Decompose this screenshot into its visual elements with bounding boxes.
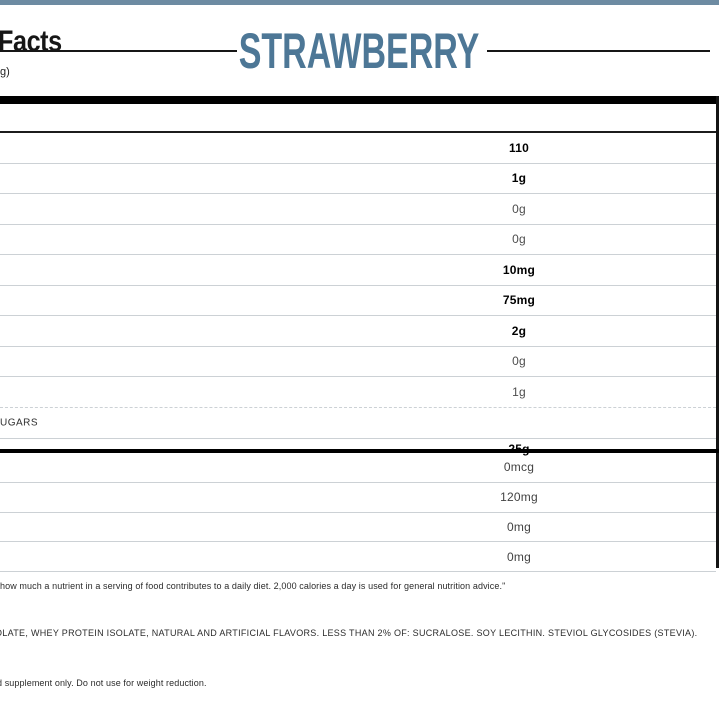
table-header-rule — [0, 131, 716, 133]
table-top-bar — [0, 96, 719, 104]
nutrient-value: 0g — [512, 232, 526, 247]
table-row: 120mg — [0, 483, 716, 513]
table-row: 0mg — [0, 542, 716, 572]
table-row: 2g — [0, 315, 716, 346]
table-row: 0g — [0, 193, 716, 224]
table-row: 10mg — [0, 254, 716, 285]
table-row: 0g — [0, 345, 716, 377]
table-row: 1g — [0, 162, 716, 194]
minerals-table: 0mcg 120mg 0mg 0mg — [0, 453, 716, 572]
nutrient-label-fragment: UGARS — [0, 417, 39, 428]
nutrient-value: 75mg — [502, 293, 536, 308]
nutrient-value: 10mg — [502, 262, 536, 277]
header-rule-left — [0, 50, 237, 52]
table-row: 0mg — [0, 513, 716, 543]
header-rule-right — [487, 50, 710, 52]
nutrient-value: 2g — [511, 323, 527, 338]
table-row: 1g — [0, 376, 716, 407]
table-row: 110 — [0, 133, 716, 163]
nutrient-value: 0g — [512, 354, 526, 369]
nutrient-value: 110 — [509, 140, 529, 155]
nutrient-value: 120mg — [500, 490, 538, 505]
table-row: UGARS — [0, 406, 716, 438]
supplement-disclaimer: d supplement only. Do not use for weight… — [0, 678, 207, 688]
nutrient-value: 0g — [512, 201, 526, 216]
table-right-border — [716, 96, 719, 568]
nutrient-value: 1g — [511, 171, 527, 186]
nutrient-value: 0mg — [507, 549, 531, 564]
table-row: 0mcg — [0, 453, 716, 483]
flavor-title: STRAWBERRY — [238, 23, 480, 79]
facts-title-fragment: Facts — [0, 25, 62, 58]
nutrient-values-table: 1101g0g0g10mg75mg2g0g1gUGARS25g — [0, 133, 716, 459]
top-accent-bar — [0, 0, 719, 5]
table-row: 0g — [0, 223, 716, 255]
table-row: 75mg — [0, 284, 716, 316]
daily-value-footnote: how much a nutrient in a serving of food… — [0, 581, 506, 591]
nutrient-value: 0mg — [507, 519, 531, 534]
ingredients-text: OLATE, WHEY PROTEIN ISOLATE, NATURAL AND… — [0, 628, 698, 638]
serving-size-fragment: g) — [0, 66, 10, 78]
nutrient-value: 1g — [512, 384, 526, 399]
nutrient-value: 0mcg — [503, 460, 535, 475]
protein-separator-bar — [0, 449, 719, 453]
